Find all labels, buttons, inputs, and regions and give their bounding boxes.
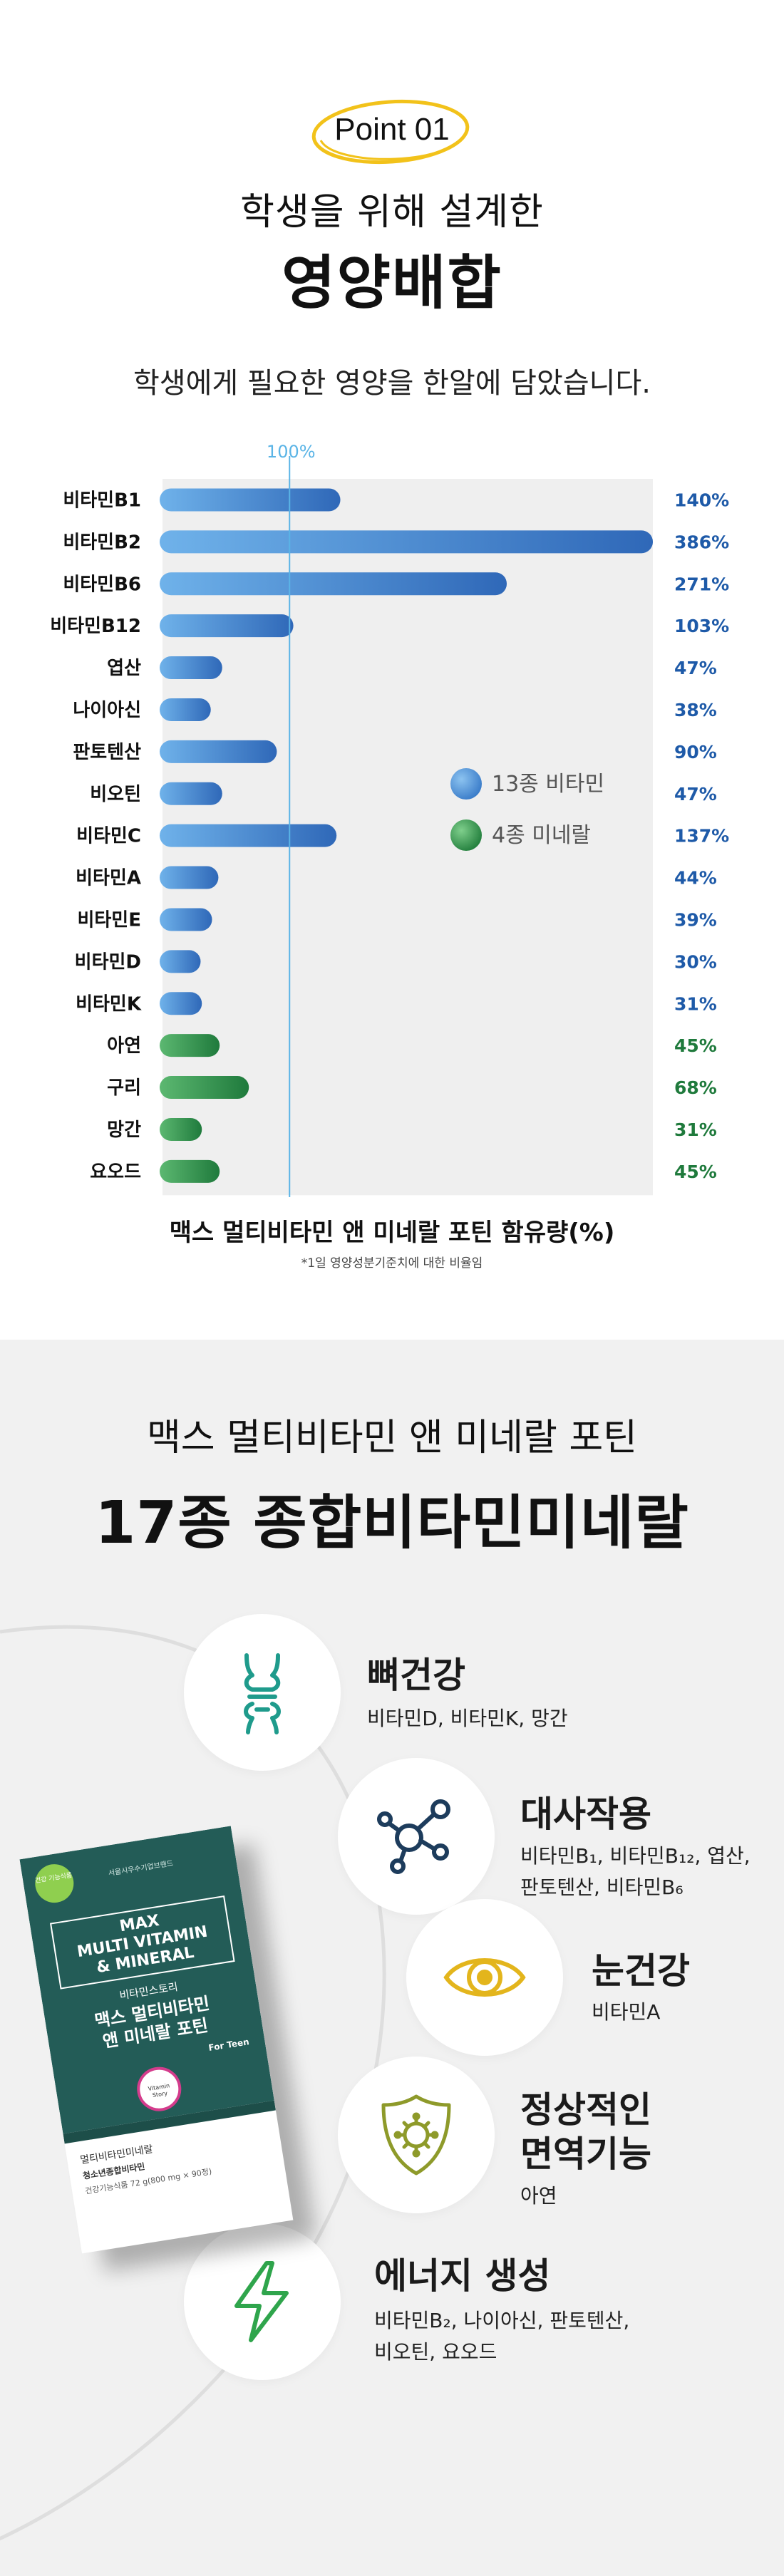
value-label: 103% (674, 616, 729, 636)
bone-icon (244, 1653, 281, 1734)
feature-title: 정상적인 (520, 2089, 651, 2131)
bar (160, 866, 219, 889)
feature-desc: 비타민B₁, 비타민B₁₂, 엽산, (520, 1844, 751, 1868)
bar (160, 1159, 220, 1183)
section-subtitle: 학생에게 필요한 영양을 한알에 담았습니다. (133, 367, 651, 400)
category-label: 비타민K (76, 993, 142, 1015)
feature-desc: 판토텐산, 비타민B₆ (520, 1876, 684, 1899)
shield-virus-icon (381, 2094, 451, 2176)
category-label: 망간 (107, 1119, 141, 1141)
feature-title: 면역기능 (520, 2133, 651, 2175)
feature-desc: 비오틴, 요오드 (374, 2340, 497, 2364)
bar (160, 530, 653, 554)
bar (160, 488, 341, 512)
point-oval (311, 99, 470, 165)
bar (160, 614, 294, 638)
category-label: 비타민C (76, 826, 141, 847)
value-label: 31% (674, 1119, 717, 1140)
shield-icon-circle (338, 2057, 495, 2213)
nutrition-section: Point 01 학생을 위해 설계한 영양배합 학생에게 필요한 영양을 한알… (0, 96, 784, 1271)
bar (160, 1117, 202, 1141)
bone-icon-circle (184, 1614, 341, 1771)
category-label: 아연 (107, 1035, 141, 1057)
category-label: 비타민B12 (50, 616, 141, 637)
health-food-badge: 건강 기능식품 (32, 1861, 77, 1905)
bar (160, 908, 212, 931)
point-label: Point 01 (334, 112, 450, 147)
bar (160, 1076, 249, 1100)
value-label: 90% (674, 742, 717, 762)
category-label: 구리 (107, 1077, 141, 1099)
product-box-top: 건강 기능식품 서울시우수기업브랜드 MAX MULTI VITAMIN & M… (19, 1826, 274, 2134)
bar (160, 572, 507, 596)
feature-desc: 아연 (520, 2184, 557, 2208)
feature-title: 눈건강 (592, 1950, 690, 1992)
reference-line-label: 100% (267, 442, 316, 462)
vitamin-story-seal: Vitamin Story (133, 2064, 185, 2115)
bar (160, 1034, 220, 1057)
molecule-icon (377, 1799, 450, 1874)
section-title-line1: 학생을 위해 설계한 (240, 191, 544, 234)
bar (160, 740, 277, 763)
category-label: 비오틴 (90, 784, 141, 805)
category-label: 비타민E (77, 909, 141, 931)
value-label: 31% (674, 993, 717, 1014)
eye-icon (443, 1958, 526, 1997)
bar (160, 992, 202, 1015)
legend-label: 4종 미네랄 (492, 823, 591, 848)
feature-title: 뼈건강 (367, 1655, 465, 1696)
legend-marker (450, 768, 482, 800)
category-label: 비타민A (76, 868, 141, 889)
category-label: 판토텐산 (73, 742, 141, 763)
category-label: 비타민B2 (63, 532, 141, 553)
lightning-icon-circle (184, 2223, 341, 2380)
eye-icon-circle (406, 1899, 563, 2056)
bar (160, 950, 201, 973)
value-label: 68% (674, 1077, 717, 1098)
value-label: 137% (674, 826, 729, 847)
feature-desc: 비타민D, 비타민K, 망간 (367, 1707, 568, 1730)
lightning-icon (234, 2261, 289, 2342)
bar (160, 782, 222, 805)
product-headline: 17종 종합비타민미네랄 (95, 1489, 689, 1557)
maker-label: 서울시우수기업브랜드 (108, 1859, 174, 1878)
category-label: 비타민D (75, 951, 141, 973)
nutrient-bar-chart: 비타민B1 140% 비타민B2 386% 비타민B6 271% 비타민B12 103% 엽산 4… (50, 442, 729, 1197)
category-label: 요오드 (90, 1162, 141, 1183)
feature-title: 대사작용 (520, 1794, 651, 1835)
bar (160, 824, 337, 847)
molecule-icon-circle (338, 1758, 495, 1915)
point-badge: Point 01 (0, 96, 784, 175)
value-label: 39% (674, 909, 717, 930)
section-title-line2: 영양배합 (282, 249, 502, 317)
category-label: 비타민B1 (63, 490, 141, 511)
value-label: 271% (674, 574, 729, 594)
legend-marker (450, 819, 482, 851)
value-label: 45% (674, 1035, 717, 1056)
value-label: 47% (674, 784, 717, 805)
value-label: 45% (674, 1162, 717, 1182)
value-label: 140% (674, 490, 729, 510)
value-label: 38% (674, 700, 717, 720)
value-label: 30% (674, 951, 717, 972)
product-name-title: 맥스 멀티비타민 앤 미네랄 포틴 (146, 1417, 638, 1459)
for-teen-label: For Teen (207, 2037, 250, 2054)
category-label: 나이아신 (73, 700, 141, 721)
value-label: 44% (674, 868, 717, 889)
features-section: 맥스 멀티비타민 앤 미네랄 포틴 17종 종합비타민미네랄 뼈건강 비타민D,… (0, 1340, 784, 2576)
chart-title: 맥스 멀티비타민 앤 미네랄 포틴 함유량(%) (169, 1219, 615, 1247)
feature-title: 에너지 생성 (374, 2255, 551, 2297)
bar (160, 656, 222, 680)
legend-label: 13종 비타민 (492, 772, 604, 797)
feature-desc: 비타민B₂, 나이아신, 판토텐산, (374, 2309, 630, 2332)
category-label: 비타민B6 (63, 574, 141, 595)
value-label: 47% (674, 658, 717, 678)
bar (160, 698, 211, 721)
chart-footnote: *1일 영양성분기준치에 대한 비율임 (301, 1256, 483, 1271)
category-label: 엽산 (107, 658, 141, 679)
feature-desc: 비타민A (592, 2000, 661, 2024)
value-label: 386% (674, 532, 729, 552)
